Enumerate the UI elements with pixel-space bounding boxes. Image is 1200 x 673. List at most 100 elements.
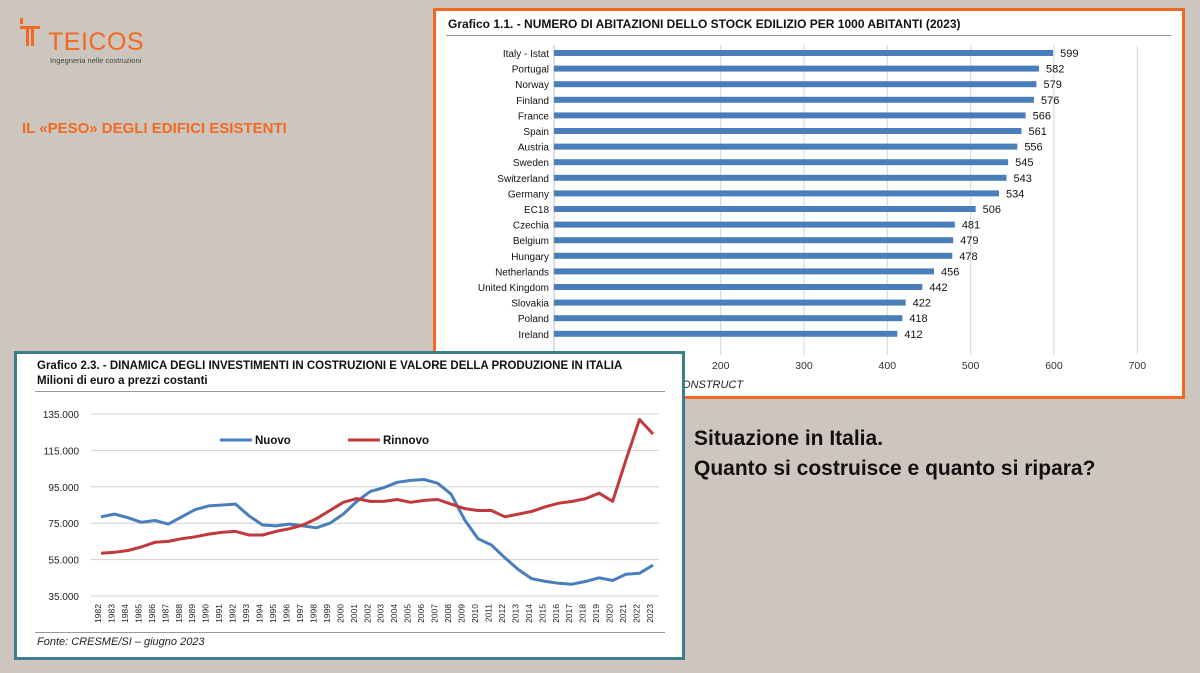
y-tick-label: 115.000 xyxy=(44,446,80,457)
bar xyxy=(554,190,999,197)
x-tick-label: 2003 xyxy=(376,604,386,623)
value-label: 545 xyxy=(1015,157,1033,169)
x-tick-label: 2008 xyxy=(443,604,453,623)
situation-line-2: Quanto si costruisce e quanto si ripara? xyxy=(694,457,1096,480)
bar xyxy=(554,237,954,244)
x-tick-label: 600 xyxy=(1045,360,1063,372)
category-label: Sweden xyxy=(513,158,549,169)
bar xyxy=(554,221,955,228)
situation-line-1: Situazione in Italia. xyxy=(694,427,884,450)
stock-chart-title: Grafico 1.1. - NUMERO DI ABITAZIONI DELL… xyxy=(448,17,961,31)
x-tick-label: 1988 xyxy=(174,604,184,623)
x-tick-label: 700 xyxy=(1129,360,1147,372)
x-tick-label: 2013 xyxy=(510,604,520,623)
x-tick-label: 2014 xyxy=(524,604,534,623)
x-tick-label: 400 xyxy=(879,360,897,372)
category-label: Netherlands xyxy=(495,267,549,278)
x-tick-label: 2016 xyxy=(551,604,561,623)
series-line-rinnovo xyxy=(100,418,655,555)
x-tick-label: 2006 xyxy=(416,604,426,623)
y-tick-label: 75.000 xyxy=(48,519,79,530)
category-label: France xyxy=(518,111,550,122)
bar xyxy=(554,128,1022,134)
x-tick-label: 1999 xyxy=(322,604,332,623)
stock-chart-divider xyxy=(446,35,1171,36)
investment-line-chart: 35.000 55.000 75.000 95.000 115.000 135.000 19… xyxy=(43,410,659,623)
x-tick-label: 1985 xyxy=(133,604,143,623)
x-tick-label: 1995 xyxy=(268,604,278,623)
category-label: Switzerland xyxy=(497,174,549,185)
legend-label-nuovo: Nuovo xyxy=(255,435,291,447)
x-tick-label: 2012 xyxy=(497,604,507,623)
category-label: Finland xyxy=(516,96,549,107)
teicos-logo: TEICOS Ingegneria nelle costruzioni xyxy=(20,14,160,70)
x-tick-label: 2018 xyxy=(578,604,588,623)
category-label: Ireland xyxy=(518,330,549,341)
x-tick-label: 2017 xyxy=(564,604,574,623)
value-label: 422 xyxy=(913,298,931,310)
x-tick-label: 1989 xyxy=(187,604,197,623)
investment-chart-subtitle: Milioni di euro a prezzi costanti xyxy=(37,375,208,387)
x-tick-label: 2004 xyxy=(389,604,399,623)
bar xyxy=(554,81,1037,88)
legend-label-rinnovo: Rinnovo xyxy=(383,435,429,447)
value-label: 478 xyxy=(959,251,977,263)
investment-chart-footer-divider xyxy=(35,632,665,633)
category-label: United Kingdom xyxy=(478,283,549,294)
category-label: Poland xyxy=(518,314,549,325)
category-label: EC18 xyxy=(524,205,549,216)
x-tick-label: 1997 xyxy=(295,604,305,623)
value-label: 442 xyxy=(929,282,947,294)
x-tick-label: 1996 xyxy=(281,604,291,623)
x-tick-label: 1993 xyxy=(241,604,251,623)
value-label: 582 xyxy=(1046,64,1064,76)
x-tick-label: 1998 xyxy=(308,604,318,623)
y-tick-label: 55.000 xyxy=(48,556,79,567)
bar xyxy=(554,284,923,290)
x-tick-label: 1982 xyxy=(93,604,103,623)
stock-chart-panel: Grafico 1.1. - NUMERO DI ABITAZIONI DELL… xyxy=(433,8,1185,399)
bar xyxy=(554,315,903,322)
series-line-nuovo xyxy=(100,478,654,586)
situation-text: Situazione in Italia. Quanto si costruis… xyxy=(694,424,1095,484)
bar xyxy=(554,206,976,212)
category-label: Norway xyxy=(515,80,549,91)
x-tick-label: 1994 xyxy=(255,604,265,623)
x-tick-label: 2022 xyxy=(632,604,642,623)
value-label: 579 xyxy=(1043,79,1061,91)
category-label: Hungary xyxy=(511,252,549,263)
bar xyxy=(554,330,898,337)
bar xyxy=(554,50,1054,56)
teicos-logo-icon xyxy=(20,18,40,46)
category-label: Portugal xyxy=(512,65,549,76)
x-tick-label: 2001 xyxy=(349,604,359,623)
investment-chart-panel: Grafico 2.3. - DINAMICA DEGLI INVESTIMEN… xyxy=(14,351,685,660)
x-tick-label: 2015 xyxy=(537,604,547,623)
bar xyxy=(554,252,953,259)
value-label: 566 xyxy=(1033,110,1051,122)
category-label: Slovakia xyxy=(511,299,549,310)
bar xyxy=(554,143,1018,150)
y-tick-label: 135.000 xyxy=(43,410,80,421)
category-label: Belgium xyxy=(513,236,549,247)
logo-tagline: Ingegneria nelle costruzioni xyxy=(50,56,142,65)
x-tick-label: 1984 xyxy=(120,604,130,623)
x-tick-label: 2020 xyxy=(605,604,615,623)
stock-bar-chart: 200 300 400 500 600 700 Italy - Istat 599 Portug… xyxy=(478,45,1147,372)
bar xyxy=(554,268,934,275)
x-tick-label: 2009 xyxy=(457,604,467,623)
investment-chart-source: Fonte: CRESME/SI – giugno 2023 xyxy=(37,636,205,648)
value-label: 561 xyxy=(1028,126,1046,138)
bar xyxy=(554,159,1009,166)
x-tick-label: 200 xyxy=(712,360,730,372)
value-label: 599 xyxy=(1060,48,1078,60)
category-label: Spain xyxy=(523,127,549,138)
x-tick-label: 2023 xyxy=(645,604,655,623)
x-tick-label: 1983 xyxy=(106,604,116,623)
logo-name: TEICOS xyxy=(48,28,145,56)
value-label: 543 xyxy=(1013,173,1031,185)
x-tick-label: 2002 xyxy=(362,604,372,623)
slide-heading: IL «PESO» DEGLI EDIFICI ESISTENTI xyxy=(22,120,287,137)
category-label: Czechia xyxy=(513,221,550,232)
x-tick-label: 2019 xyxy=(591,604,601,623)
